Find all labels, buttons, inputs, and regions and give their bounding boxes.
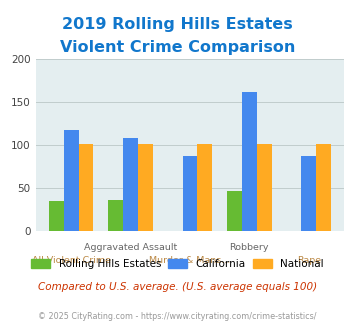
- Bar: [257, 144, 272, 231]
- Text: © 2025 CityRating.com - https://www.cityrating.com/crime-statistics/: © 2025 CityRating.com - https://www.city…: [38, 312, 317, 321]
- Bar: [197, 144, 212, 231]
- Bar: [242, 92, 257, 231]
- Bar: [182, 156, 197, 231]
- Bar: [301, 156, 316, 231]
- Text: Murder & Mans...: Murder & Mans...: [149, 256, 230, 265]
- Text: Robbery: Robbery: [230, 243, 269, 251]
- Bar: [316, 144, 331, 231]
- Bar: [49, 201, 64, 231]
- Bar: [64, 130, 78, 231]
- Bar: [227, 191, 242, 231]
- Text: Aggravated Assault: Aggravated Assault: [84, 243, 177, 251]
- Bar: [78, 144, 93, 231]
- Bar: [138, 144, 153, 231]
- Text: 2019 Rolling Hills Estates: 2019 Rolling Hills Estates: [62, 16, 293, 31]
- Bar: [108, 200, 123, 231]
- Bar: [123, 138, 138, 231]
- Text: Compared to U.S. average. (U.S. average equals 100): Compared to U.S. average. (U.S. average …: [38, 282, 317, 292]
- Text: All Violent Crime: All Violent Crime: [32, 256, 111, 265]
- Text: Rape: Rape: [297, 256, 321, 265]
- Legend: Rolling Hills Estates, California, National: Rolling Hills Estates, California, Natio…: [27, 254, 328, 273]
- Text: Violent Crime Comparison: Violent Crime Comparison: [60, 40, 295, 54]
